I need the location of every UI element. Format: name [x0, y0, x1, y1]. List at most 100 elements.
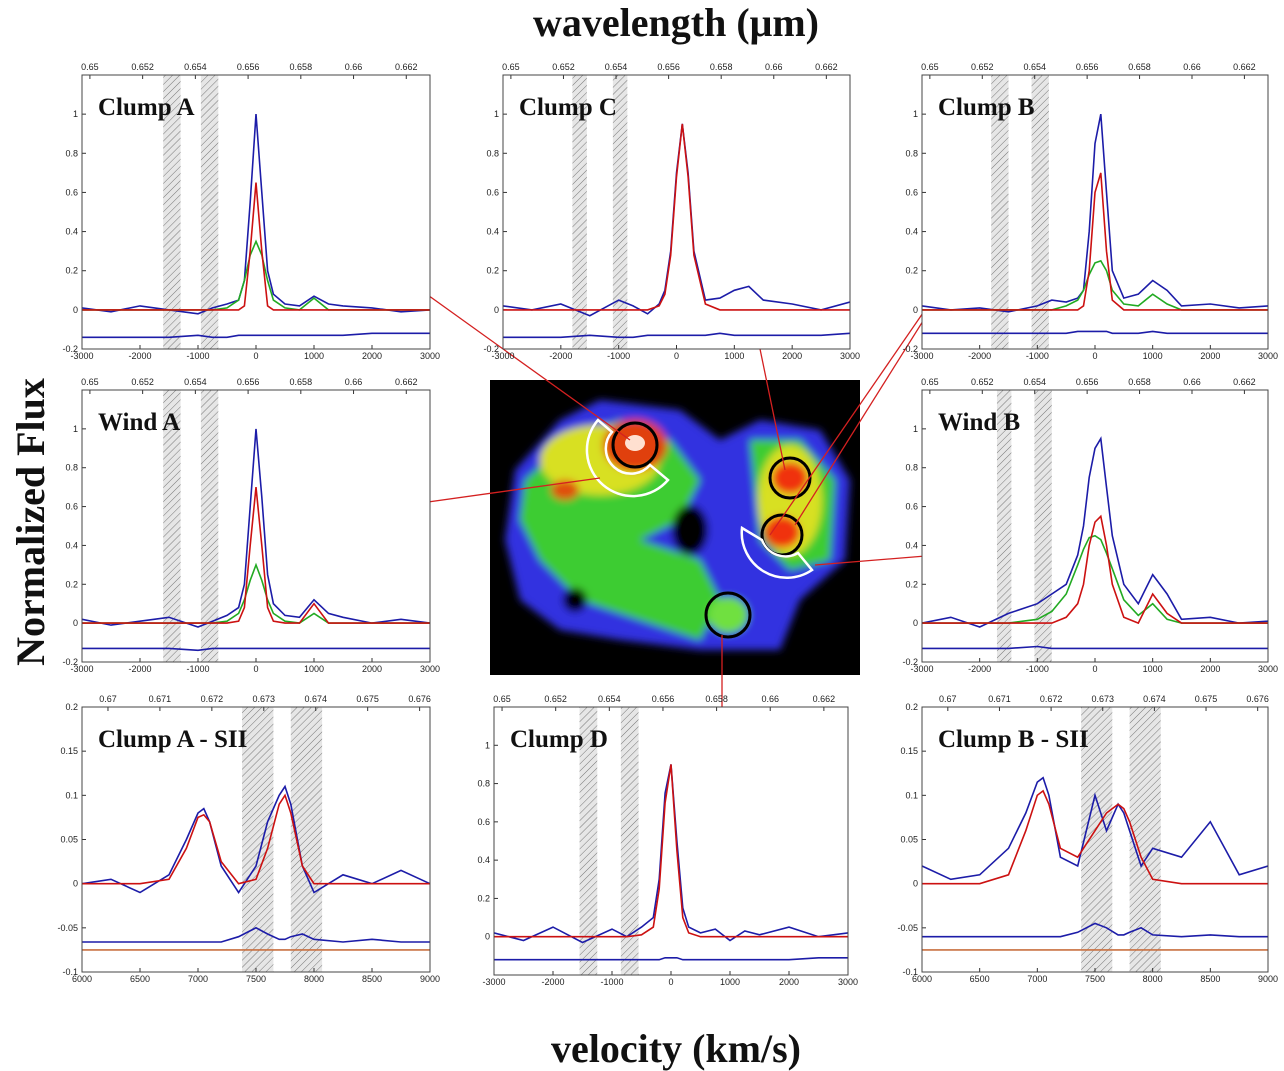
x-tick-label: -2000	[541, 977, 564, 987]
x-tick-label: -1000	[600, 977, 623, 987]
x2-tick-label: 0.652	[131, 377, 154, 387]
page: wavelength (μm) velocity (km/s) Normaliz…	[0, 0, 1284, 1071]
x2-tick-label: 0.658	[1128, 377, 1151, 387]
x2-tick-label: 0.656	[657, 62, 680, 72]
x2-tick-label: 0.671	[988, 694, 1011, 704]
x2-tick-label: 0.66	[761, 694, 779, 704]
shaded-band	[1130, 707, 1161, 972]
x2-tick-label: 0.652	[552, 62, 575, 72]
y-tick-label: -0.1	[62, 967, 78, 977]
y-tick-label: 0	[73, 618, 78, 628]
x2-tick-label: 0.652	[544, 694, 567, 704]
y-tick-label: 0.6	[65, 187, 78, 197]
x2-tick-label: 0.662	[395, 377, 418, 387]
x2-tick-label: 0.66	[1183, 377, 1201, 387]
y-tick-label: 0.8	[65, 463, 78, 473]
x2-tick-label: 0.673	[253, 694, 276, 704]
x-tick-label: 3000	[1258, 351, 1278, 361]
x2-tick-label: 0.674	[1143, 694, 1166, 704]
panel-title: Clump C	[519, 94, 617, 121]
y-tick-label: 0.2	[65, 266, 78, 276]
x2-tick-label: 0.654	[184, 377, 207, 387]
x-tick-label: 8000	[1143, 974, 1163, 984]
x-tick-label: 2000	[362, 664, 382, 674]
x-tick-label: 9000	[1258, 974, 1278, 984]
x2-tick-label: 0.674	[304, 694, 327, 704]
x2-tick-label: 0.658	[710, 62, 733, 72]
panel: -3000-2000-100001000200030000.650.6520.6…	[902, 377, 1278, 674]
map-image	[490, 380, 860, 675]
y-tick-label: 0	[73, 305, 78, 315]
y-tick-label: 0	[485, 932, 490, 942]
x2-tick-label: 0.675	[356, 694, 379, 704]
x2-tick-label: 0.65	[81, 377, 99, 387]
x-tick-label: 0	[674, 351, 679, 361]
panel: -3000-2000-100001000200030000.650.6520.6…	[902, 62, 1278, 361]
y-tick-label: 1	[73, 424, 78, 434]
x2-tick-label: 0.65	[493, 694, 511, 704]
y-tick-label: 1	[73, 109, 78, 119]
shaded-band	[291, 707, 322, 972]
x2-tick-label: 0.658	[290, 62, 313, 72]
x2-tick-label: 0.658	[1128, 62, 1151, 72]
x-tick-label: 1000	[724, 351, 744, 361]
y-tick-label: 0.6	[905, 502, 918, 512]
y-tick-label: 0.2	[486, 266, 499, 276]
x-tick-label: 6500	[970, 974, 990, 984]
x2-tick-label: 0.65	[81, 62, 99, 72]
y-tick-label: 0.4	[65, 540, 78, 550]
x-tick-label: 0	[1092, 664, 1097, 674]
x-tick-label: 3000	[840, 351, 860, 361]
x2-tick-label: 0.654	[605, 62, 628, 72]
x-tick-label: 0	[253, 664, 258, 674]
x-tick-label: 0	[253, 351, 258, 361]
y-tick-label: 0.2	[905, 702, 918, 712]
y-tick-label: 0	[494, 305, 499, 315]
x2-tick-label: 0.662	[815, 62, 838, 72]
panel-title: Wind A	[98, 409, 180, 436]
top-axis-title: wavelength (μm)	[533, 0, 819, 45]
x-tick-label: -1000	[186, 351, 209, 361]
x-tick-label: 9000	[420, 974, 440, 984]
x-tick-label: 2000	[779, 977, 799, 987]
x2-tick-label: 0.67	[939, 694, 957, 704]
y-tick-label: -0.2	[483, 344, 499, 354]
x-tick-label: 3000	[420, 664, 440, 674]
x2-tick-label: 0.662	[1233, 377, 1256, 387]
y-tick-label: 0.05	[60, 835, 78, 845]
x2-tick-label: 0.652	[971, 62, 994, 72]
x2-tick-label: 0.672	[1040, 694, 1063, 704]
x2-tick-label: 0.66	[345, 62, 363, 72]
x2-tick-label: 0.676	[1246, 694, 1269, 704]
y-tick-label: 1	[913, 109, 918, 119]
x2-tick-label: 0.658	[705, 694, 728, 704]
x2-tick-label: 0.676	[408, 694, 431, 704]
x-tick-label: 1000	[304, 664, 324, 674]
y-tick-label: -0.2	[902, 657, 918, 667]
y-tick-label: 0.8	[905, 463, 918, 473]
x2-tick-label: 0.656	[1076, 377, 1099, 387]
x2-tick-label: 0.654	[1023, 377, 1046, 387]
x-tick-label: 0	[1092, 351, 1097, 361]
bottom-axis-title: velocity (km/s)	[551, 1026, 801, 1071]
y-tick-label: -0.2	[902, 344, 918, 354]
y-tick-label: 0.6	[486, 187, 499, 197]
y-tick-label: 1	[485, 740, 490, 750]
x-tick-label: 7500	[246, 974, 266, 984]
x2-tick-label: 0.654	[184, 62, 207, 72]
x-tick-label: -2000	[968, 351, 991, 361]
panel-title: Clump A	[98, 94, 195, 121]
x-tick-label: -1000	[186, 664, 209, 674]
x2-tick-label: 0.656	[237, 377, 260, 387]
x-tick-label: -1000	[1026, 664, 1049, 674]
x-tick-label: 7000	[188, 974, 208, 984]
panel-title: Clump B	[938, 94, 1035, 121]
x2-tick-label: 0.654	[1023, 62, 1046, 72]
x-tick-label: 3000	[420, 351, 440, 361]
y-tick-label: -0.1	[902, 967, 918, 977]
y-tick-label: -0.05	[57, 923, 78, 933]
x-tick-label: 1000	[304, 351, 324, 361]
x-tick-label: -2000	[128, 664, 151, 674]
